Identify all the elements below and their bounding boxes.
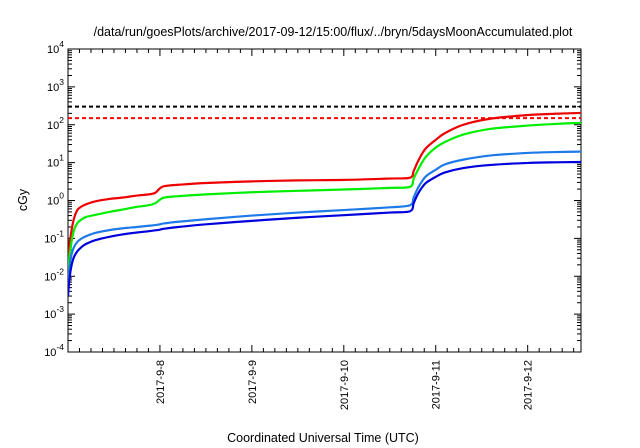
x-tick-label: 2017-9-8: [155, 360, 167, 404]
y-tick-label: 10-2: [44, 266, 64, 283]
y-tick-label: 103: [47, 77, 64, 94]
series-line-3: [68, 160, 581, 297]
y-axis-label: cGy: [16, 188, 30, 211]
chart-title: /data/run/goesPlots/archive/2017-09-12/1…: [94, 25, 573, 39]
x-tick-label: 2017-9-10: [339, 360, 351, 410]
y-tick-label: 101: [47, 153, 64, 170]
y-tick-label: 10-1: [44, 228, 64, 245]
plot-area: 10-4 10-3 10-2 10-1 100 101 102 103 104 2017-9-8 2…: [44, 39, 582, 410]
x-tick-label: 2017-9-9: [247, 360, 259, 404]
plot-frame: [67, 48, 582, 353]
y-tick-label: 10-4: [44, 342, 64, 359]
y-tick-label: 104: [47, 39, 64, 56]
x-tick-label: 2017-9-11: [431, 360, 443, 409]
series-line-0: [68, 111, 581, 259]
x-axis-label: Coordinated Universal Time (UTC): [227, 431, 419, 445]
series-line-2: [68, 150, 581, 285]
series-line-1: [68, 121, 581, 270]
y-tick-label: 102: [47, 115, 64, 132]
y-tick-label: 100: [47, 191, 64, 208]
y-tick-label: 10-3: [44, 304, 64, 321]
x-tick-label: 2017-9-12: [523, 360, 535, 410]
